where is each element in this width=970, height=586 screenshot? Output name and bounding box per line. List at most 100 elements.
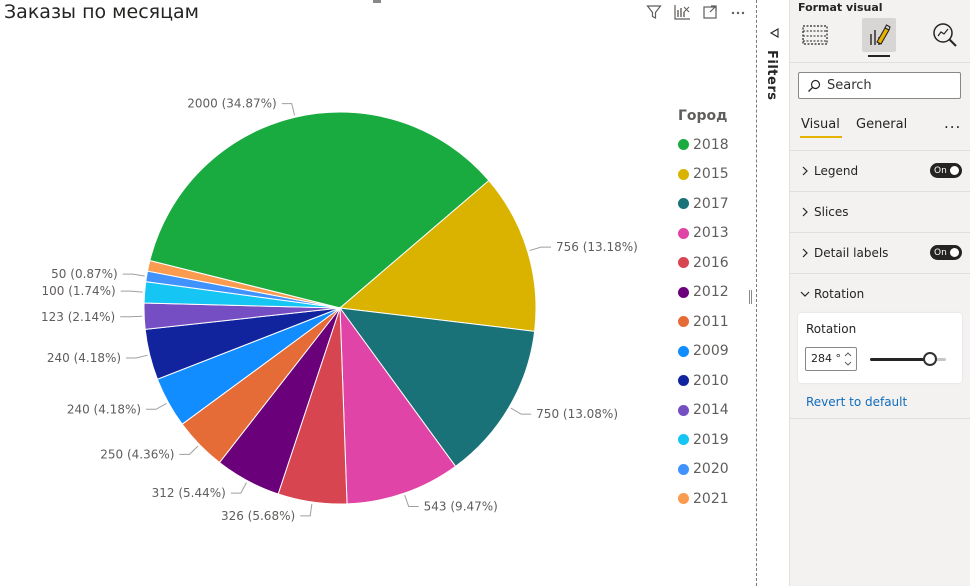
resize-handle-top[interactable] xyxy=(373,0,381,3)
data-label-2010: 240 (4.18%) xyxy=(47,351,121,365)
spin-arrows-icon[interactable] xyxy=(842,349,854,369)
legend-title: Город xyxy=(678,108,728,124)
legend-marker xyxy=(678,316,689,328)
data-label-2013: 543 (9.47%) xyxy=(424,499,498,513)
legend-label: 2012 xyxy=(693,284,729,301)
tab-visual-indicator xyxy=(800,136,842,138)
legend-card-label: Legend xyxy=(814,163,859,178)
chevron-right-icon xyxy=(802,207,808,216)
legend-label: 2018 xyxy=(693,136,729,153)
legend-marker xyxy=(678,375,689,387)
legend-item-2017[interactable]: 2017 xyxy=(678,189,729,219)
legend-label: 2011 xyxy=(693,313,729,330)
rotation-spin-input[interactable]: 284 ° xyxy=(805,347,857,371)
leader-line-2014 xyxy=(120,315,143,318)
slices-card-header[interactable]: Slices xyxy=(790,191,970,231)
table-grid-icon xyxy=(802,25,828,45)
format-visual-tab[interactable] xyxy=(862,18,896,52)
format-pane: Format visual xyxy=(790,0,970,586)
search-input[interactable] xyxy=(827,78,957,93)
leader-line-2018 xyxy=(281,103,295,116)
legend-marker xyxy=(678,286,689,298)
data-label-2016: 326 (5.68%) xyxy=(221,509,295,523)
build-visual-tab[interactable] xyxy=(798,18,832,52)
leader-line-2010 xyxy=(126,354,148,359)
pie-slice-2017[interactable] xyxy=(338,307,536,468)
pie-slice-2018[interactable] xyxy=(149,111,490,309)
detail-labels-card-header[interactable]: Detail labels On xyxy=(790,232,970,272)
legend-item-2012[interactable]: 2012 xyxy=(678,278,729,308)
leader-line-2017 xyxy=(510,407,532,415)
slices-card-label: Slices xyxy=(814,204,849,219)
legend-item-2013[interactable]: 2013 xyxy=(678,219,729,249)
search-box[interactable] xyxy=(798,72,961,99)
pie-slice-2021[interactable] xyxy=(146,259,341,309)
focus-mode-icon[interactable] xyxy=(673,3,691,21)
tab-visual[interactable]: Visual xyxy=(801,117,840,132)
legend-card-header[interactable]: Legend On xyxy=(790,150,970,190)
revert-to-default-link[interactable]: Revert to default xyxy=(806,395,908,409)
collapse-arrow-icon[interactable] xyxy=(768,24,780,43)
legend-marker xyxy=(678,227,689,239)
analytics-tab[interactable] xyxy=(928,18,962,52)
detail-labels-toggle[interactable]: On xyxy=(930,245,962,260)
legend-label: 2016 xyxy=(693,254,729,271)
legend-marker xyxy=(678,404,689,416)
expand-icon[interactable] xyxy=(701,3,719,21)
format-pane-title: Format visual xyxy=(798,1,883,14)
legend-item-2016[interactable]: 2016 xyxy=(678,248,729,278)
rotation-slider[interactable] xyxy=(870,352,946,366)
legend-item-2015[interactable]: 2015 xyxy=(678,160,729,190)
chevron-right-icon xyxy=(802,248,808,257)
data-label-2014: 123 (2.14%) xyxy=(41,310,115,324)
legend-item-2009[interactable]: 2009 xyxy=(678,337,729,367)
legend-label: 2014 xyxy=(693,402,729,419)
legend-marker xyxy=(678,345,689,357)
legend-item-2010[interactable]: 2010 xyxy=(678,366,729,396)
legend-marker xyxy=(678,139,689,151)
resize-handle-right[interactable] xyxy=(749,290,752,304)
leader-line-2009 xyxy=(146,403,167,410)
visual-header xyxy=(645,3,747,21)
toggle-knob xyxy=(950,248,959,257)
legend-marker xyxy=(678,463,689,475)
legend-item-2014[interactable]: 2014 xyxy=(678,396,729,426)
paintbrush-chart-icon xyxy=(870,24,891,45)
filters-pane[interactable]: Filters xyxy=(758,0,790,586)
filter-icon[interactable] xyxy=(645,3,663,21)
more-options-icon[interactable] xyxy=(729,3,747,21)
data-label-2012: 312 (5.44%) xyxy=(152,486,226,500)
legend-marker xyxy=(678,493,689,505)
magnifier-chart-icon xyxy=(933,23,957,47)
pie-slice-2015[interactable] xyxy=(338,179,537,332)
legend-label: 2013 xyxy=(693,225,729,242)
more-options-button[interactable]: ... xyxy=(944,114,962,132)
rotation-value[interactable]: 284 ° xyxy=(811,352,841,365)
pie-chart-visual[interactable]: Заказы по месяцам 2000 (34.87%) 756 (13.1… xyxy=(0,0,752,586)
filters-pane-label[interactable]: Filters xyxy=(764,50,779,101)
legend-item-2021[interactable]: 2021 xyxy=(678,484,729,514)
rotation-card-label: Rotation xyxy=(814,286,865,301)
legend-toggle[interactable]: On xyxy=(930,163,962,178)
data-label-2018: 2000 (34.87%) xyxy=(187,97,276,111)
divider xyxy=(790,62,970,63)
detail-labels-toggle-label: On xyxy=(934,247,947,258)
tab-general[interactable]: General xyxy=(856,117,908,132)
chevron-right-icon xyxy=(802,166,808,175)
slider-thumb[interactable] xyxy=(922,352,937,366)
pie-chart: 2000 (34.87%) 756 (13.18%) 750 (13.08%) 543… xyxy=(41,97,638,523)
data-label-2015: 756 (13.18%) xyxy=(556,240,638,254)
legend-item-2020[interactable]: 2020 xyxy=(678,455,729,485)
legend-item-2018[interactable]: 2018 xyxy=(678,130,729,160)
legend-item-2011[interactable]: 2011 xyxy=(678,307,729,337)
search-icon xyxy=(808,79,821,92)
rotation-settings: Rotation 284 ° xyxy=(798,313,962,383)
rotation-card-header[interactable]: Rotation xyxy=(790,273,970,313)
pie-slice-2013[interactable] xyxy=(339,306,457,505)
legend-item-2019[interactable]: 2019 xyxy=(678,425,729,455)
legend-label: 2015 xyxy=(693,166,729,183)
chevron-down-icon xyxy=(800,291,810,297)
chart-title: Заказы по месяцам xyxy=(4,1,199,23)
legend-label: 2019 xyxy=(693,431,729,448)
